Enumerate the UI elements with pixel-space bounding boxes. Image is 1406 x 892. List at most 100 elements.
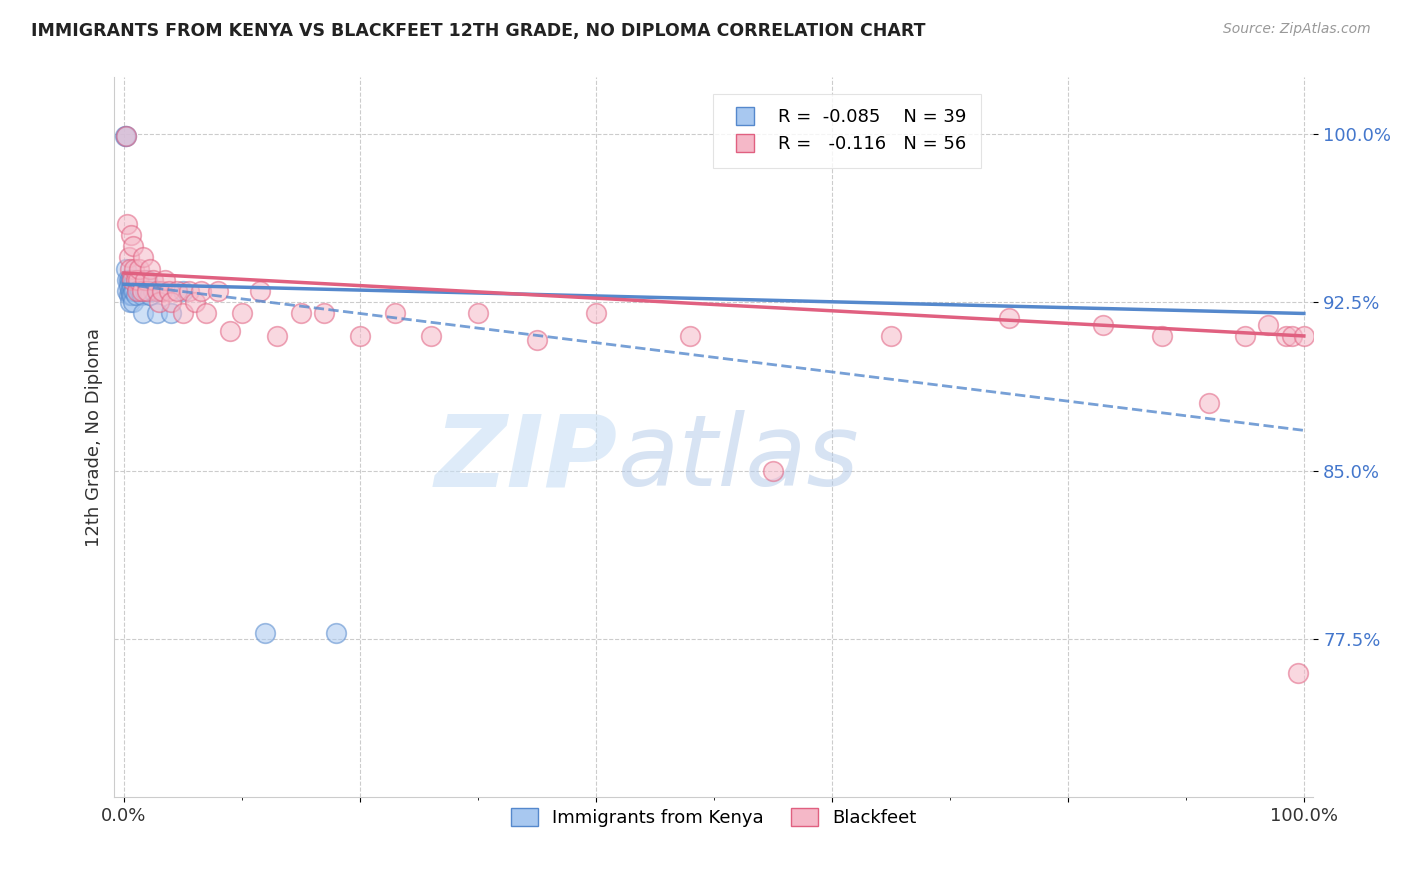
Point	[142, 273, 165, 287]
Point	[136, 273, 159, 287]
Point	[125, 279, 148, 293]
Point	[121, 273, 143, 287]
Point	[249, 284, 271, 298]
Point	[124, 288, 146, 302]
Point	[134, 273, 156, 287]
Point	[117, 279, 139, 293]
Text: Source: ZipAtlas.com: Source: ZipAtlas.com	[1223, 22, 1371, 37]
Point	[679, 329, 702, 343]
Point	[120, 284, 142, 298]
Point	[880, 329, 903, 343]
Point	[148, 295, 170, 310]
Point	[131, 288, 153, 302]
Point	[120, 227, 142, 242]
Point	[762, 464, 785, 478]
Point	[266, 329, 288, 343]
Point	[142, 284, 165, 298]
Point	[117, 284, 139, 298]
Point	[124, 273, 146, 287]
Legend: Immigrants from Kenya, Blackfeet: Immigrants from Kenya, Blackfeet	[503, 801, 924, 835]
Point	[118, 261, 141, 276]
Point	[1198, 396, 1220, 410]
Point	[121, 279, 143, 293]
Point	[157, 284, 180, 298]
Point	[998, 310, 1021, 325]
Point	[121, 288, 143, 302]
Point	[120, 288, 142, 302]
Point	[419, 329, 441, 343]
Point	[526, 334, 548, 348]
Text: IMMIGRANTS FROM KENYA VS BLACKFEET 12TH GRADE, NO DIPLOMA CORRELATION CHART: IMMIGRANTS FROM KENYA VS BLACKFEET 12TH …	[31, 22, 925, 40]
Point	[1257, 318, 1279, 332]
Point	[467, 306, 489, 320]
Point	[114, 128, 136, 143]
Point	[325, 625, 347, 640]
Point	[160, 295, 183, 310]
Point	[254, 625, 277, 640]
Point	[128, 273, 150, 287]
Point	[195, 306, 218, 320]
Point	[146, 306, 169, 320]
Y-axis label: 12th Grade, No Diploma: 12th Grade, No Diploma	[86, 327, 103, 547]
Point	[122, 239, 145, 253]
Point	[129, 284, 152, 298]
Point	[1233, 329, 1256, 343]
Point	[139, 261, 162, 276]
Point	[314, 306, 336, 320]
Point	[128, 261, 150, 276]
Point	[125, 284, 148, 298]
Point	[1152, 329, 1174, 343]
Point	[231, 306, 253, 320]
Point	[183, 295, 205, 310]
Point	[1281, 329, 1303, 343]
Point	[124, 273, 146, 287]
Point	[115, 128, 138, 143]
Point	[166, 284, 188, 298]
Point	[134, 284, 156, 298]
Point	[207, 284, 229, 298]
Point	[150, 284, 173, 298]
Point	[148, 284, 170, 298]
Point	[121, 273, 143, 287]
Point	[118, 273, 141, 287]
Point	[122, 295, 145, 310]
Point	[132, 306, 155, 320]
Text: ZIP: ZIP	[434, 410, 617, 508]
Point	[124, 261, 146, 276]
Point	[1275, 329, 1298, 343]
Point	[1292, 329, 1315, 343]
Point	[219, 325, 242, 339]
Point	[117, 273, 139, 287]
Point	[115, 128, 138, 143]
Point	[349, 329, 371, 343]
Point	[117, 288, 139, 302]
Point	[124, 284, 146, 298]
Point	[122, 284, 145, 298]
Point	[139, 288, 162, 302]
Point	[384, 306, 406, 320]
Point	[172, 284, 194, 298]
Point	[290, 306, 312, 320]
Point	[146, 284, 169, 298]
Point	[127, 273, 149, 287]
Point	[1286, 666, 1309, 681]
Point	[153, 273, 176, 287]
Point	[136, 284, 159, 298]
Point	[127, 284, 149, 298]
Point	[117, 217, 139, 231]
Point	[177, 284, 200, 298]
Point	[117, 250, 139, 264]
Text: atlas: atlas	[617, 410, 859, 508]
Point	[132, 250, 155, 264]
Point	[585, 306, 607, 320]
Point	[124, 273, 146, 287]
Point	[172, 306, 194, 320]
Point	[120, 273, 142, 287]
Point	[118, 295, 141, 310]
Point	[1092, 318, 1115, 332]
Point	[131, 284, 153, 298]
Point	[118, 284, 141, 298]
Point	[190, 284, 212, 298]
Point	[160, 306, 183, 320]
Point	[117, 273, 139, 287]
